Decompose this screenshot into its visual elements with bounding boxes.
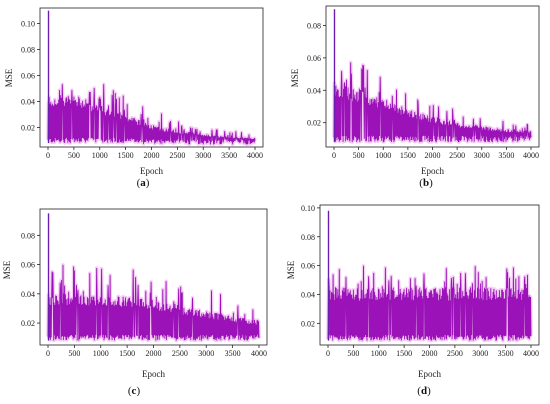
panel-label: (c)	[128, 385, 141, 397]
x-tick-label: 2500	[172, 349, 188, 358]
panel-label: (b)	[419, 177, 433, 189]
x-tick-label: 3000	[195, 151, 211, 160]
x-tick-label: 2000	[144, 151, 160, 160]
panel-label: (a)	[137, 177, 150, 189]
x-tick-label: 1000	[93, 349, 109, 358]
y-tick-label: 0.04	[301, 290, 315, 299]
x-tick-label: 0	[326, 349, 330, 358]
panel-c: 0 500 1000 1500 2000 2500 3000 3500 4000 0.02 0.04…	[2, 209, 267, 397]
panel-a: 0 500 1000 1500 2000 2500 3000 3500 4000 0.02 0.04…	[4, 8, 263, 189]
x-tick-label: 1500	[119, 349, 135, 358]
y-tick-label: 0.08	[21, 46, 35, 55]
panel-d: 0 500 1000 1500 2000 2500 3000 3500 4000 0.02 0.04…	[286, 204, 539, 397]
x-tick-label: 4000	[523, 349, 539, 358]
x-tick-label: 500	[347, 349, 359, 358]
series-line	[328, 266, 531, 341]
x-tick-label: 2000	[422, 349, 438, 358]
y-tick-label: 0.04	[21, 98, 35, 107]
x-tick-label: 0	[46, 349, 50, 358]
x-tick-label: 1000	[371, 349, 387, 358]
panel-label: (d)	[417, 385, 431, 397]
y-tick-label: 0.08	[301, 233, 315, 242]
y-tick-label: 0.02	[307, 119, 321, 128]
x-tick-label: 3500	[221, 151, 237, 160]
x-tick-label: 3000	[474, 151, 490, 160]
y-tick-label: 0.10	[21, 20, 35, 29]
y-axis-label: MSE	[290, 68, 300, 87]
x-tick-label: 2000	[146, 349, 162, 358]
x-tick-label: 3000	[472, 349, 488, 358]
x-axis-label: Epoch	[418, 369, 441, 379]
x-tick-label: 500	[353, 151, 365, 160]
x-tick-label: 4000	[523, 151, 539, 160]
x-tick-label: 2500	[449, 151, 465, 160]
x-tick-label: 3500	[498, 151, 514, 160]
y-axis-label: MSE	[4, 68, 14, 87]
x-tick-label: 1000	[92, 151, 108, 160]
x-tick-label: 1000	[375, 151, 391, 160]
series-line	[48, 84, 255, 144]
x-tick-label: 500	[68, 349, 80, 358]
x-axis-label: Epoch	[142, 369, 165, 379]
x-tick-label: 2500	[447, 349, 463, 358]
x-axis-label: Epoch	[421, 166, 444, 176]
x-tick-label: 2000	[425, 151, 441, 160]
x-tick-label: 0	[46, 151, 50, 160]
x-tick-label: 4000	[251, 349, 267, 358]
y-tick-label: 0.08	[307, 21, 321, 30]
panel-b: 0 500 1000 1500 2000 2500 3000 3500 4000 0.02 0.04…	[290, 6, 539, 189]
x-tick-label: 3500	[498, 349, 514, 358]
x-tick-label: 4000	[247, 151, 263, 160]
x-tick-label: 500	[68, 151, 80, 160]
x-tick-label: 1500	[396, 349, 412, 358]
y-tick-label: 0.06	[21, 72, 35, 81]
x-tick-label: 0	[332, 151, 336, 160]
y-tick-label: 0.02	[21, 319, 35, 328]
y-tick-label: 0.06	[21, 261, 35, 270]
x-axis-label: Epoch	[140, 166, 163, 176]
x-tick-label: 1500	[400, 151, 416, 160]
x-tick-label: 3500	[225, 349, 241, 358]
y-tick-label: 0.04	[21, 290, 35, 299]
y-tick-label: 0.06	[307, 54, 321, 63]
y-tick-label: 0.02	[301, 319, 315, 328]
y-tick-label: 0.06	[301, 262, 315, 271]
x-tick-label: 3000	[198, 349, 214, 358]
y-tick-label: 0.10	[301, 204, 315, 213]
y-tick-label: 0.02	[21, 124, 35, 133]
x-tick-label: 1500	[118, 151, 134, 160]
x-tick-label: 2500	[169, 151, 185, 160]
y-axis-label: MSE	[286, 260, 296, 279]
y-tick-label: 0.08	[21, 231, 35, 240]
y-axis-label: MSE	[2, 260, 12, 279]
y-tick-label: 0.04	[307, 86, 321, 95]
